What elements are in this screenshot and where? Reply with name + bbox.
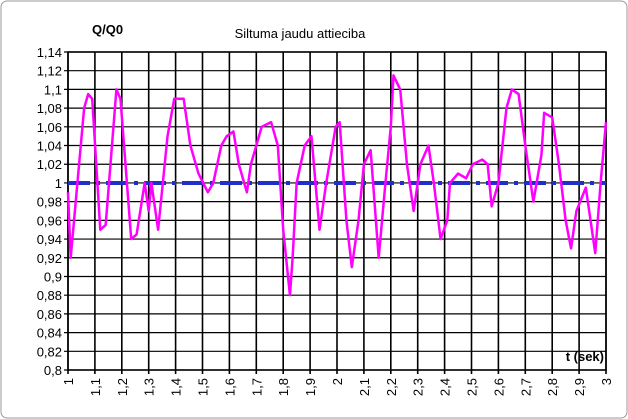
x-tick-label: 1,2 — [115, 378, 130, 396]
y-tick-label: 0,88 — [37, 288, 62, 303]
x-tick-label: 1,4 — [169, 378, 184, 396]
x-tick-label: 2,1 — [357, 378, 372, 396]
chart-title: Q/Q0 — [92, 22, 123, 37]
y-tick-label: 0,84 — [37, 326, 62, 341]
chart-subtitle: Siltuma jaudu attieciba — [235, 26, 367, 41]
x-tick-label: 1,3 — [142, 378, 157, 396]
y-tick-label: 0,82 — [37, 344, 62, 359]
x-tick-label: 2,7 — [518, 378, 533, 396]
y-tick-label: 1,12 — [37, 64, 62, 79]
y-tick-label: 1,06 — [37, 120, 62, 135]
y-tick-label: 0,8 — [44, 363, 62, 378]
y-tick-label: 0,9 — [44, 269, 62, 284]
y-tick-label: 0,92 — [37, 251, 62, 266]
y-tick-label: 1,04 — [37, 139, 62, 154]
data-line — [66, 74, 608, 297]
x-tick-label: 2,4 — [438, 378, 453, 396]
y-tick-label: 1 — [55, 176, 62, 191]
y-tick-label: 0,86 — [37, 307, 62, 322]
x-tick-label: 2,5 — [465, 378, 480, 396]
x-tick-label: 2,2 — [384, 378, 399, 396]
y-tick-label: 1,08 — [37, 101, 62, 116]
y-tick-label: 0,94 — [37, 232, 62, 247]
x-tick-label: 1,1 — [88, 378, 103, 396]
x-axis-label: t (sek) — [566, 349, 604, 364]
x-tick-label: 1,8 — [276, 378, 291, 396]
x-tick-label: 2,6 — [491, 378, 506, 396]
x-tick-label: 1 — [61, 378, 76, 385]
x-tick-label: 2,8 — [545, 378, 560, 396]
x-tick-label: 1,5 — [196, 378, 211, 396]
y-tick-label: 1,02 — [37, 157, 62, 172]
y-tick-label: 1,1 — [44, 82, 62, 97]
x-tick-label: 2,9 — [572, 378, 587, 396]
x-tick-label: 3 — [599, 378, 614, 385]
y-tick-label: 0,96 — [37, 213, 62, 228]
x-tick-label: 1,6 — [222, 378, 237, 396]
x-tick-label: 1,7 — [249, 378, 264, 396]
x-tick-label: 1,9 — [303, 378, 318, 396]
x-tick-label: 2 — [330, 378, 345, 385]
y-tick-label: 0,98 — [37, 195, 62, 210]
y-tick-label: 1,14 — [37, 45, 62, 60]
x-tick-label: 2,3 — [411, 378, 426, 396]
